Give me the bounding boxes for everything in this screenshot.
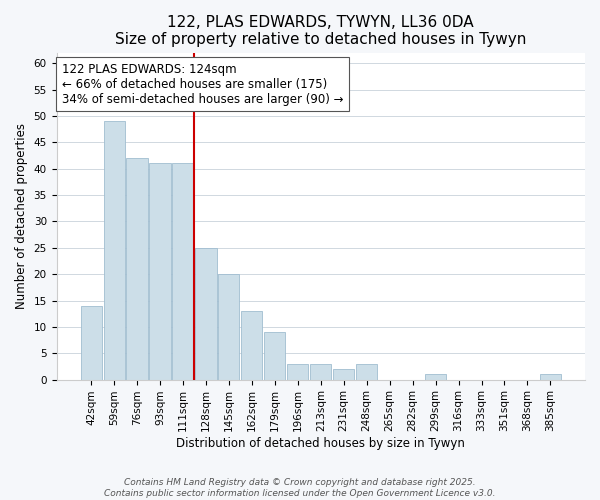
X-axis label: Distribution of detached houses by size in Tywyn: Distribution of detached houses by size … bbox=[176, 437, 465, 450]
Bar bbox=[149, 164, 170, 380]
Bar bbox=[356, 364, 377, 380]
Bar bbox=[218, 274, 239, 380]
Bar bbox=[540, 374, 561, 380]
Title: 122, PLAS EDWARDS, TYWYN, LL36 0DA
Size of property relative to detached houses : 122, PLAS EDWARDS, TYWYN, LL36 0DA Size … bbox=[115, 15, 526, 48]
Bar bbox=[310, 364, 331, 380]
Bar bbox=[425, 374, 446, 380]
Y-axis label: Number of detached properties: Number of detached properties bbox=[15, 123, 28, 309]
Bar bbox=[127, 158, 148, 380]
Bar bbox=[333, 369, 354, 380]
Bar bbox=[241, 311, 262, 380]
Bar bbox=[287, 364, 308, 380]
Text: Contains HM Land Registry data © Crown copyright and database right 2025.
Contai: Contains HM Land Registry data © Crown c… bbox=[104, 478, 496, 498]
Bar bbox=[172, 164, 194, 380]
Text: 122 PLAS EDWARDS: 124sqm
← 66% of detached houses are smaller (175)
34% of semi-: 122 PLAS EDWARDS: 124sqm ← 66% of detach… bbox=[62, 62, 343, 106]
Bar bbox=[196, 248, 217, 380]
Bar bbox=[264, 332, 286, 380]
Bar bbox=[80, 306, 101, 380]
Bar bbox=[104, 122, 125, 380]
